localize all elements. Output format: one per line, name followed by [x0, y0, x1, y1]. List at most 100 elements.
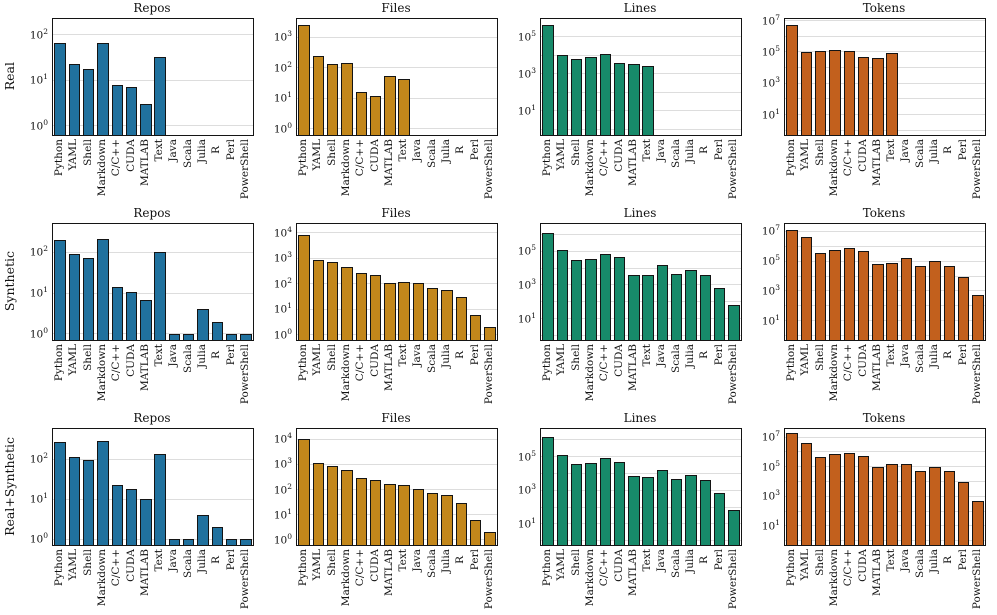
x-tick-label: C/C++ — [354, 344, 367, 382]
bar-cuda — [369, 95, 382, 135]
y-tick-label: 100 — [29, 117, 48, 133]
bar-julia — [685, 269, 697, 340]
x-tick-label: YAML — [311, 344, 324, 376]
y-tick-label: 102 — [29, 451, 48, 466]
plot-area — [784, 428, 986, 546]
chart-panel-synthetic-lines: Lines 101 103 105 Python YAML Shell Markdown C… — [506, 205, 750, 410]
gridline — [785, 230, 985, 232]
x-tick-label: Markdown — [828, 549, 840, 607]
y-tick-label: 101 — [517, 310, 536, 326]
x-tick-label: YAML — [799, 549, 812, 581]
bar-perl — [225, 333, 238, 340]
gridline — [541, 110, 741, 112]
gridline — [785, 51, 985, 53]
gridline — [785, 82, 985, 84]
bar-r — [699, 480, 711, 545]
x-tick-label: Text — [641, 549, 654, 572]
chart-title: Lines — [623, 1, 657, 15]
x-tick-label: Perl — [712, 139, 725, 161]
x-tick-label: Python — [297, 139, 310, 177]
x-tick-label: MATLAB — [382, 139, 395, 187]
y-tick-label: 103 — [517, 65, 536, 81]
bar-cuda — [369, 275, 382, 340]
x-tick-label: Shell — [81, 344, 94, 371]
y-tick-label: 100 — [29, 531, 48, 546]
bar-python — [298, 438, 310, 545]
bar-r — [943, 471, 955, 545]
x-tick-label: MATLAB — [138, 139, 151, 187]
y-tick-label: 101 — [517, 102, 536, 118]
x-tick-label: C/C++ — [354, 139, 367, 177]
x-tick-label: Scala — [913, 344, 926, 373]
bar-shell — [571, 259, 583, 340]
y-tick-label: 102 — [273, 59, 292, 75]
gridline — [785, 67, 985, 69]
x-tick-label: MATLAB — [870, 344, 883, 392]
y-tick-label: 100 — [273, 531, 292, 547]
bar-powershell — [972, 295, 984, 340]
x-tick-label: R — [210, 351, 223, 359]
x-tick-label: Scala — [425, 139, 438, 168]
bar-r — [455, 297, 467, 340]
gridline — [785, 35, 985, 37]
x-tick: PowerShell — [481, 549, 497, 613]
x-tick-label: Julia — [684, 549, 696, 573]
x-tick-label: R — [942, 556, 955, 564]
x-tick-label: R — [942, 351, 955, 359]
x-tick-label: Scala — [181, 549, 194, 578]
x-tick-label: PowerShell — [482, 344, 495, 405]
bar-powershell — [240, 539, 252, 545]
bar-python — [54, 43, 66, 135]
x-tick-label: YAML — [311, 549, 324, 581]
x-tick-label: Text — [641, 344, 654, 367]
bar-shell — [327, 465, 339, 545]
bar-perl — [957, 482, 970, 545]
bar-julia — [197, 514, 209, 545]
x-axis-labels: Python YAML Shell Markdown C/C++ CUDA MATLAB Te… — [296, 549, 496, 615]
row-label-column: Synthetic — [0, 205, 18, 410]
bar-c-c- — [111, 84, 123, 135]
x-tick-label: Text — [397, 344, 410, 367]
bar-matlab — [872, 264, 884, 340]
x-tick-label: R — [454, 146, 467, 154]
y-tick-label: 105 — [761, 253, 780, 268]
bar-java — [900, 463, 913, 545]
x-tick-label: Scala — [181, 139, 194, 168]
x-tick-label: Shell — [81, 139, 94, 166]
x-tick-label: R — [942, 146, 955, 154]
chart-panel-realsynthetic-tokens: Tokens 101 103 105 107 Python YAML Shell Markd… — [750, 410, 994, 615]
bar-c-c- — [111, 287, 123, 340]
gridline — [541, 250, 741, 252]
bar-c-c- — [843, 452, 855, 545]
x-tick-label: MATLAB — [870, 139, 883, 187]
x-tick-label: Shell — [569, 139, 582, 166]
x-tick-label: CUDA — [612, 139, 625, 172]
bar-shell — [571, 464, 583, 545]
bar-markdown — [585, 259, 597, 340]
x-tick-label: C/C++ — [354, 549, 367, 587]
plot-area — [296, 18, 498, 136]
x-tick-label: R — [698, 556, 711, 564]
x-tick-label: Markdown — [340, 549, 352, 607]
chart-title: Tokens — [862, 411, 906, 425]
gridline — [297, 283, 497, 285]
x-tick-label: Java — [655, 549, 668, 572]
bar-yaml — [556, 55, 569, 135]
x-tick-label: YAML — [67, 139, 80, 171]
y-tick-label: 104 — [273, 224, 292, 240]
bar-text — [398, 484, 410, 545]
bar-python — [542, 25, 554, 135]
bar-shell — [815, 253, 827, 340]
x-tick-label: Text — [397, 139, 410, 162]
bar-shell — [327, 261, 339, 340]
x-tick-label: Python — [785, 344, 798, 382]
plot-area — [540, 223, 742, 341]
x-tick-label: Perl — [224, 549, 237, 571]
x-tick-label: Python — [297, 549, 310, 587]
x-tick-label: PowerShell — [970, 344, 983, 405]
x-tick-label: C/C++ — [598, 549, 611, 587]
gridline — [785, 540, 985, 542]
gridline — [541, 523, 741, 525]
x-tick-label: PowerShell — [970, 139, 983, 200]
